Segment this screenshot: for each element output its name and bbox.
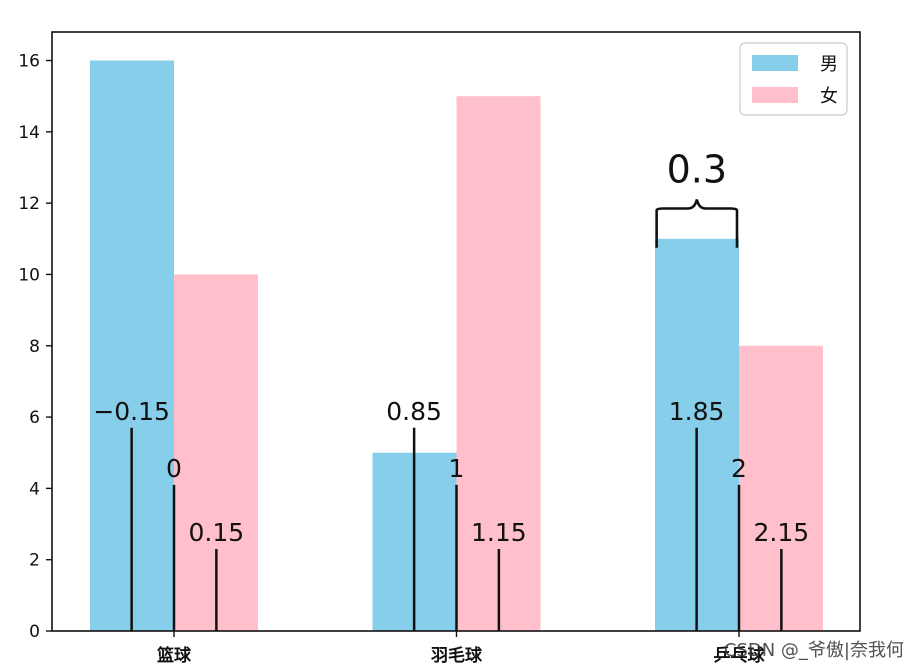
position-marker-label: −0.15 bbox=[93, 397, 170, 426]
watermark-text: CSDN @_爷傲|奈我何 bbox=[724, 640, 904, 661]
brace-label: 0.3 bbox=[667, 147, 727, 191]
y-tick-label: 2 bbox=[29, 551, 40, 571]
legend-swatch bbox=[752, 55, 798, 71]
y-tick-label: 4 bbox=[29, 479, 40, 499]
y-tick-label: 14 bbox=[18, 123, 40, 143]
legend-label: 男 bbox=[820, 54, 838, 75]
position-marker-label: 2 bbox=[731, 454, 747, 483]
y-axis-ticks: 0 2 4 6 8 10 12 14 16 bbox=[18, 52, 52, 642]
brace-annotation: 0.3 bbox=[655, 147, 739, 248]
x-axis-ticks: 篮球 羽毛球 乒乓球 bbox=[156, 631, 765, 666]
x-tick-label: 羽毛球 bbox=[431, 645, 483, 666]
y-tick-label: 6 bbox=[29, 408, 40, 428]
y-tick-label: 16 bbox=[18, 52, 40, 72]
legend-swatch bbox=[752, 87, 798, 103]
position-marker-label: 1 bbox=[449, 454, 465, 483]
position-marker-label: 0 bbox=[166, 454, 182, 483]
y-tick-label: 10 bbox=[18, 265, 40, 285]
position-marker-label: 0.15 bbox=[189, 518, 245, 547]
position-marker-label: 1.15 bbox=[471, 518, 527, 547]
legend-label: 女 bbox=[820, 86, 838, 107]
position-marker-label: 0.85 bbox=[386, 397, 442, 426]
bar-female-1 bbox=[456, 96, 541, 631]
y-tick-label: 0 bbox=[29, 622, 40, 642]
x-tick-label: 乒乓球 bbox=[714, 645, 766, 666]
position-marker-label: 2.15 bbox=[754, 518, 810, 547]
y-tick-label: 8 bbox=[29, 337, 40, 357]
legend: 男女 bbox=[739, 42, 848, 116]
position-markers: −0.15 0 0.15 0.851 1.15 1.852 2.15 bbox=[93, 397, 809, 631]
position-marker-label: 1.85 bbox=[669, 397, 725, 426]
brace-shape bbox=[655, 199, 739, 248]
x-tick-label: 篮球 bbox=[156, 645, 192, 666]
y-tick-label: 12 bbox=[18, 194, 40, 214]
